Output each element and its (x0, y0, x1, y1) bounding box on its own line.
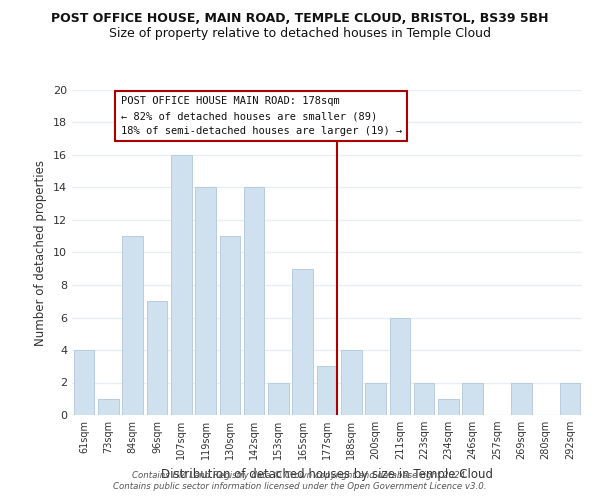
Bar (317, 366, 337, 415)
Bar (438, 399, 459, 415)
Bar (195, 188, 216, 415)
Bar (171, 155, 191, 415)
Text: POST OFFICE HOUSE MAIN ROAD: 178sqm
← 82% of detached houses are smaller (89)
18: POST OFFICE HOUSE MAIN ROAD: 178sqm ← 82… (121, 96, 402, 136)
Bar (268, 382, 289, 415)
Bar (98, 399, 119, 415)
Bar (341, 350, 362, 415)
Text: POST OFFICE HOUSE, MAIN ROAD, TEMPLE CLOUD, BRISTOL, BS39 5BH: POST OFFICE HOUSE, MAIN ROAD, TEMPLE CLO… (51, 12, 549, 26)
Bar (220, 236, 240, 415)
Text: Contains public sector information licensed under the Open Government Licence v3: Contains public sector information licen… (113, 482, 487, 491)
Bar (365, 382, 386, 415)
Bar (414, 382, 434, 415)
Bar (122, 236, 143, 415)
Y-axis label: Number of detached properties: Number of detached properties (34, 160, 47, 346)
Bar (244, 188, 265, 415)
X-axis label: Distribution of detached houses by size in Temple Cloud: Distribution of detached houses by size … (161, 468, 493, 480)
Bar (511, 382, 532, 415)
Bar (74, 350, 94, 415)
Text: Size of property relative to detached houses in Temple Cloud: Size of property relative to detached ho… (109, 28, 491, 40)
Text: Contains HM Land Registry data © Crown copyright and database right 2024.: Contains HM Land Registry data © Crown c… (132, 471, 468, 480)
Bar (292, 268, 313, 415)
Bar (146, 301, 167, 415)
Bar (389, 318, 410, 415)
Bar (463, 382, 483, 415)
Bar (560, 382, 580, 415)
